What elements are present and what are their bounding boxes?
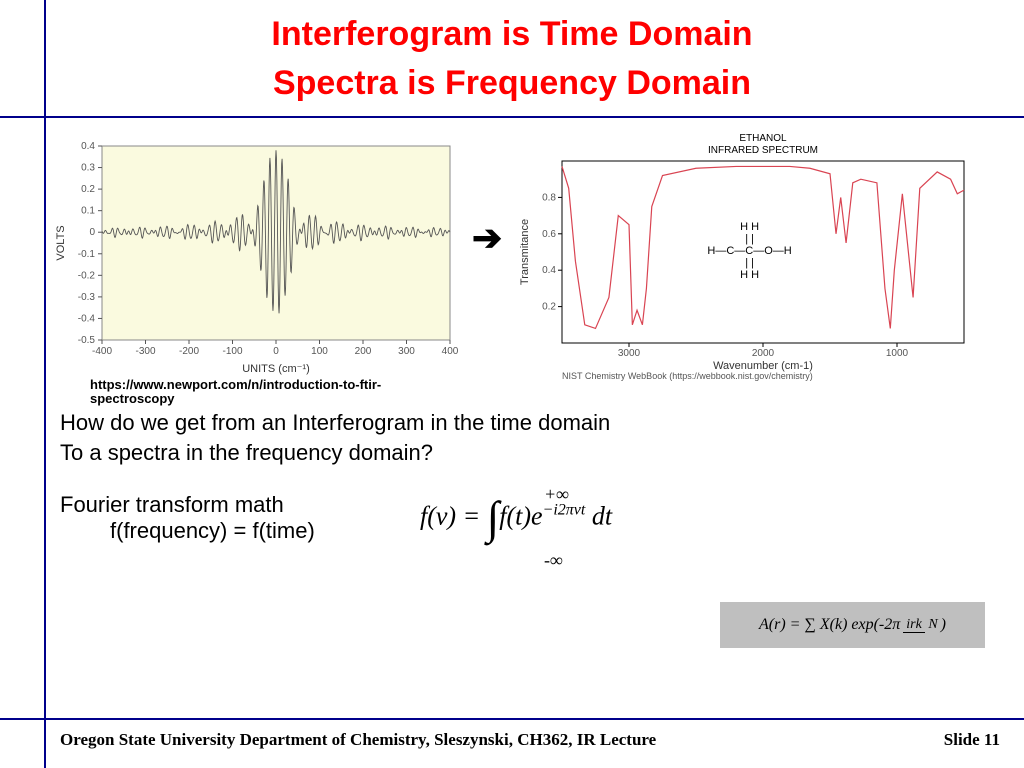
ir-spectrum-chart: ETHANOLINFRARED SPECTRUM 3000 2000 1000 0.2 0… bbox=[514, 131, 974, 386]
svg-text:0.6: 0.6 bbox=[542, 228, 556, 239]
svg-text:0.1: 0.1 bbox=[81, 205, 95, 216]
svg-text:0.4: 0.4 bbox=[542, 265, 556, 276]
eq-integrand-a: f(t)e bbox=[499, 501, 542, 530]
svg-text:400: 400 bbox=[442, 346, 459, 357]
question-text: How do we get from an Interferogram in t… bbox=[60, 408, 610, 467]
svg-text:-100: -100 bbox=[222, 346, 242, 357]
integral-sign: ∫ bbox=[487, 500, 500, 537]
gray-rhs: ) bbox=[941, 616, 946, 634]
gray-lhs: A(r) = ∑ X(k) exp(-2π bbox=[759, 616, 900, 634]
footer-left: Oregon State University Department of Ch… bbox=[60, 730, 656, 750]
gray-frac-den: N bbox=[928, 617, 937, 632]
svg-text:-0.1: -0.1 bbox=[78, 248, 96, 259]
title-line-2: Spectra is Frequency Domain bbox=[273, 64, 751, 102]
ft-line-1: Fourier transform math bbox=[60, 492, 315, 518]
eq-integrand-b: dt bbox=[585, 501, 612, 530]
svg-text:INFRARED SPECTRUM: INFRARED SPECTRUM bbox=[708, 145, 818, 156]
svg-text:-0.4: -0.4 bbox=[78, 313, 96, 324]
gray-fraction: irk N bbox=[903, 618, 937, 632]
svg-text:VOLTS: VOLTS bbox=[55, 225, 67, 260]
svg-text:200: 200 bbox=[355, 346, 372, 357]
interferogram-chart: -400 -300 -200 -100 0 100 200 300 400 -0.5 -0.4 -0.… bbox=[50, 136, 460, 381]
svg-text:-200: -200 bbox=[179, 346, 199, 357]
svg-text:0.4: 0.4 bbox=[81, 141, 95, 152]
question-line-2: To a spectra in the frequency domain? bbox=[60, 440, 433, 465]
fourier-equation: +∞ f(ν) = ∫f(t)e−i2πνt dt -∞ bbox=[420, 500, 612, 537]
svg-text:-0.3: -0.3 bbox=[78, 291, 96, 302]
svg-text:3000: 3000 bbox=[618, 348, 641, 359]
svg-text:Transmitance: Transmitance bbox=[519, 218, 531, 284]
svg-text:-0.5: -0.5 bbox=[78, 335, 96, 346]
interferogram-citation: https://www.newport.com/n/introduction-t… bbox=[90, 378, 450, 407]
svg-text:2000: 2000 bbox=[752, 348, 775, 359]
svg-text:300: 300 bbox=[398, 346, 415, 357]
fourier-text: Fourier transform math f(frequency) = f(… bbox=[60, 492, 315, 544]
svg-text:100: 100 bbox=[311, 346, 328, 357]
charts-row: -400 -300 -200 -100 0 100 200 300 400 -0.5 -0.4 -0.… bbox=[50, 128, 1010, 388]
gray-frac-num: irk bbox=[903, 617, 925, 633]
horizontal-rule-bottom bbox=[0, 718, 1024, 720]
integral-lower: -∞ bbox=[544, 550, 563, 571]
question-line-1: How do we get from an Interferogram in t… bbox=[60, 410, 610, 435]
slide-title: Interferogram is Time Domain Spectra is … bbox=[0, 10, 1024, 109]
svg-text:-0.2: -0.2 bbox=[78, 270, 96, 281]
svg-text:0.2: 0.2 bbox=[81, 184, 95, 195]
gray-dft-equation: A(r) = ∑ X(k) exp(-2π irk N ) bbox=[720, 602, 985, 648]
footer-right: Slide 11 bbox=[944, 730, 1000, 750]
svg-text:0.8: 0.8 bbox=[542, 192, 556, 203]
svg-text:0.2: 0.2 bbox=[542, 301, 556, 312]
svg-text:UNITS (cm⁻¹): UNITS (cm⁻¹) bbox=[242, 363, 310, 375]
slide-footer: Oregon State University Department of Ch… bbox=[60, 730, 1000, 750]
arrow-icon: ➔ bbox=[472, 217, 502, 259]
svg-text:0: 0 bbox=[273, 346, 279, 357]
svg-text:NIST Chemistry WebBook (https:: NIST Chemistry WebBook (https://webbook.… bbox=[562, 371, 813, 381]
svg-text:-400: -400 bbox=[92, 346, 112, 357]
integral-upper: +∞ bbox=[544, 484, 569, 505]
svg-text:ETHANOL: ETHANOL bbox=[740, 133, 788, 144]
horizontal-rule-top bbox=[0, 116, 1024, 118]
svg-text:0.3: 0.3 bbox=[81, 162, 95, 173]
eq-lhs: f(ν) = bbox=[420, 501, 487, 530]
svg-text:1000: 1000 bbox=[886, 348, 909, 359]
svg-text:0: 0 bbox=[89, 227, 95, 238]
title-line-1: Interferogram is Time Domain bbox=[271, 15, 752, 53]
svg-text:-300: -300 bbox=[135, 346, 155, 357]
ft-line-2: f(frequency) = f(time) bbox=[60, 518, 315, 544]
